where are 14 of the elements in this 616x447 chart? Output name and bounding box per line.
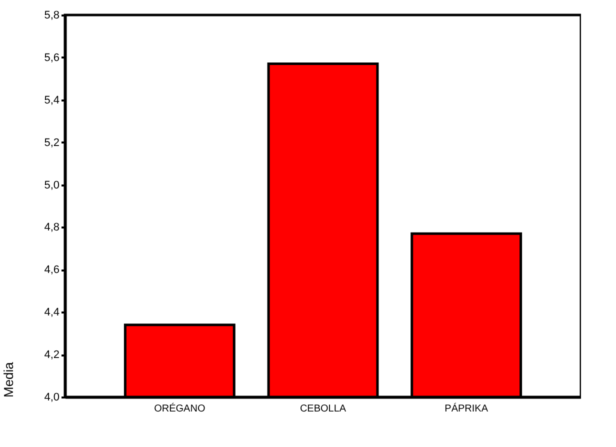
x-tick-label: PÁPRIKA	[444, 402, 488, 414]
y-tick-label: 5,6	[44, 52, 60, 64]
y-tick-label: 4,8	[44, 222, 60, 234]
y-tick-label: 4,6	[44, 264, 60, 276]
y-tick-label: 4,2	[44, 349, 60, 362]
x-tick-label: CEBOLLA	[300, 404, 346, 414]
y-tick-label: 5,4	[44, 94, 60, 106]
x-tick-label: ORÉGANO	[154, 402, 206, 414]
y-tick-label: 4,0	[44, 392, 60, 404]
y-axis-title: Media	[1, 361, 16, 398]
y-tick-label: 5,8	[44, 10, 60, 22]
y-tick-label: 4,4	[44, 306, 60, 319]
y-tick-label: 5,2	[44, 136, 60, 149]
y-tick-label: 5,0	[44, 179, 60, 192]
